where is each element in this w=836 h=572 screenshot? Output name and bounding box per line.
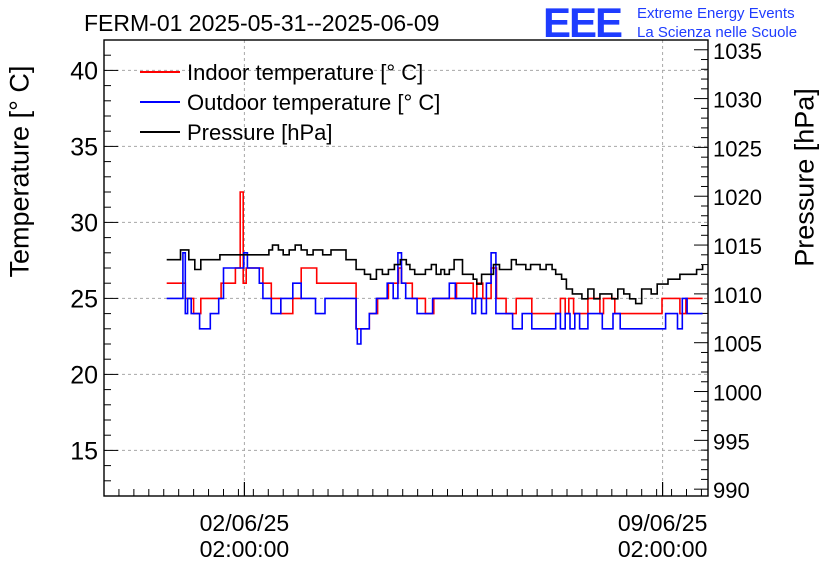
y-tick-label-left: 15 xyxy=(70,437,98,465)
x-tick-label-time: 02:00:00 xyxy=(618,536,708,562)
y-tick-label-right: 995 xyxy=(713,429,750,454)
y-tick-label-left: 35 xyxy=(70,133,98,161)
x-tick-label-time: 02:00:00 xyxy=(200,536,290,562)
legend-label-1: Indoor temperature [° C] xyxy=(187,60,423,85)
series-line-1 xyxy=(166,191,703,330)
legend-label-2: Outdoor temperature [° C] xyxy=(187,90,440,115)
logo-caption: Extreme Energy Events La Scienza nelle S… xyxy=(637,4,797,42)
y-tick-label-left: 40 xyxy=(70,57,98,85)
logo-caption-line2: La Scienza nelle Scuole xyxy=(637,24,798,41)
y-tick-label-left: 25 xyxy=(70,285,98,313)
x-tick-label-date: 02/06/25 xyxy=(200,510,290,536)
y-tick-label-right: 1025 xyxy=(713,136,762,161)
y-tick-label-right: 1015 xyxy=(713,234,762,259)
y-tick-label-left: 20 xyxy=(70,361,98,389)
y-tick-label-right: 990 xyxy=(713,478,750,503)
y-tick-label-right: 1010 xyxy=(713,283,762,308)
y-tick-label-right: 1020 xyxy=(713,185,762,210)
y-tick-label-right: 1035 xyxy=(713,39,762,64)
chart-title: FERM-01 2025-05-31--2025-06-09 xyxy=(84,10,440,36)
legend-label-3: Pressure [hPa] xyxy=(187,120,333,145)
y-tick-label-right: 1030 xyxy=(713,88,762,113)
eee-logo: EEE xyxy=(543,0,623,46)
x-tick-label-date: 09/06/25 xyxy=(618,510,708,536)
y-tick-label-right: 1005 xyxy=(713,332,762,357)
y-tick-label-left: 30 xyxy=(70,209,98,237)
logo-caption-line1: Extreme Energy Events xyxy=(637,5,795,22)
y-tick-label-right: 1000 xyxy=(713,381,762,406)
